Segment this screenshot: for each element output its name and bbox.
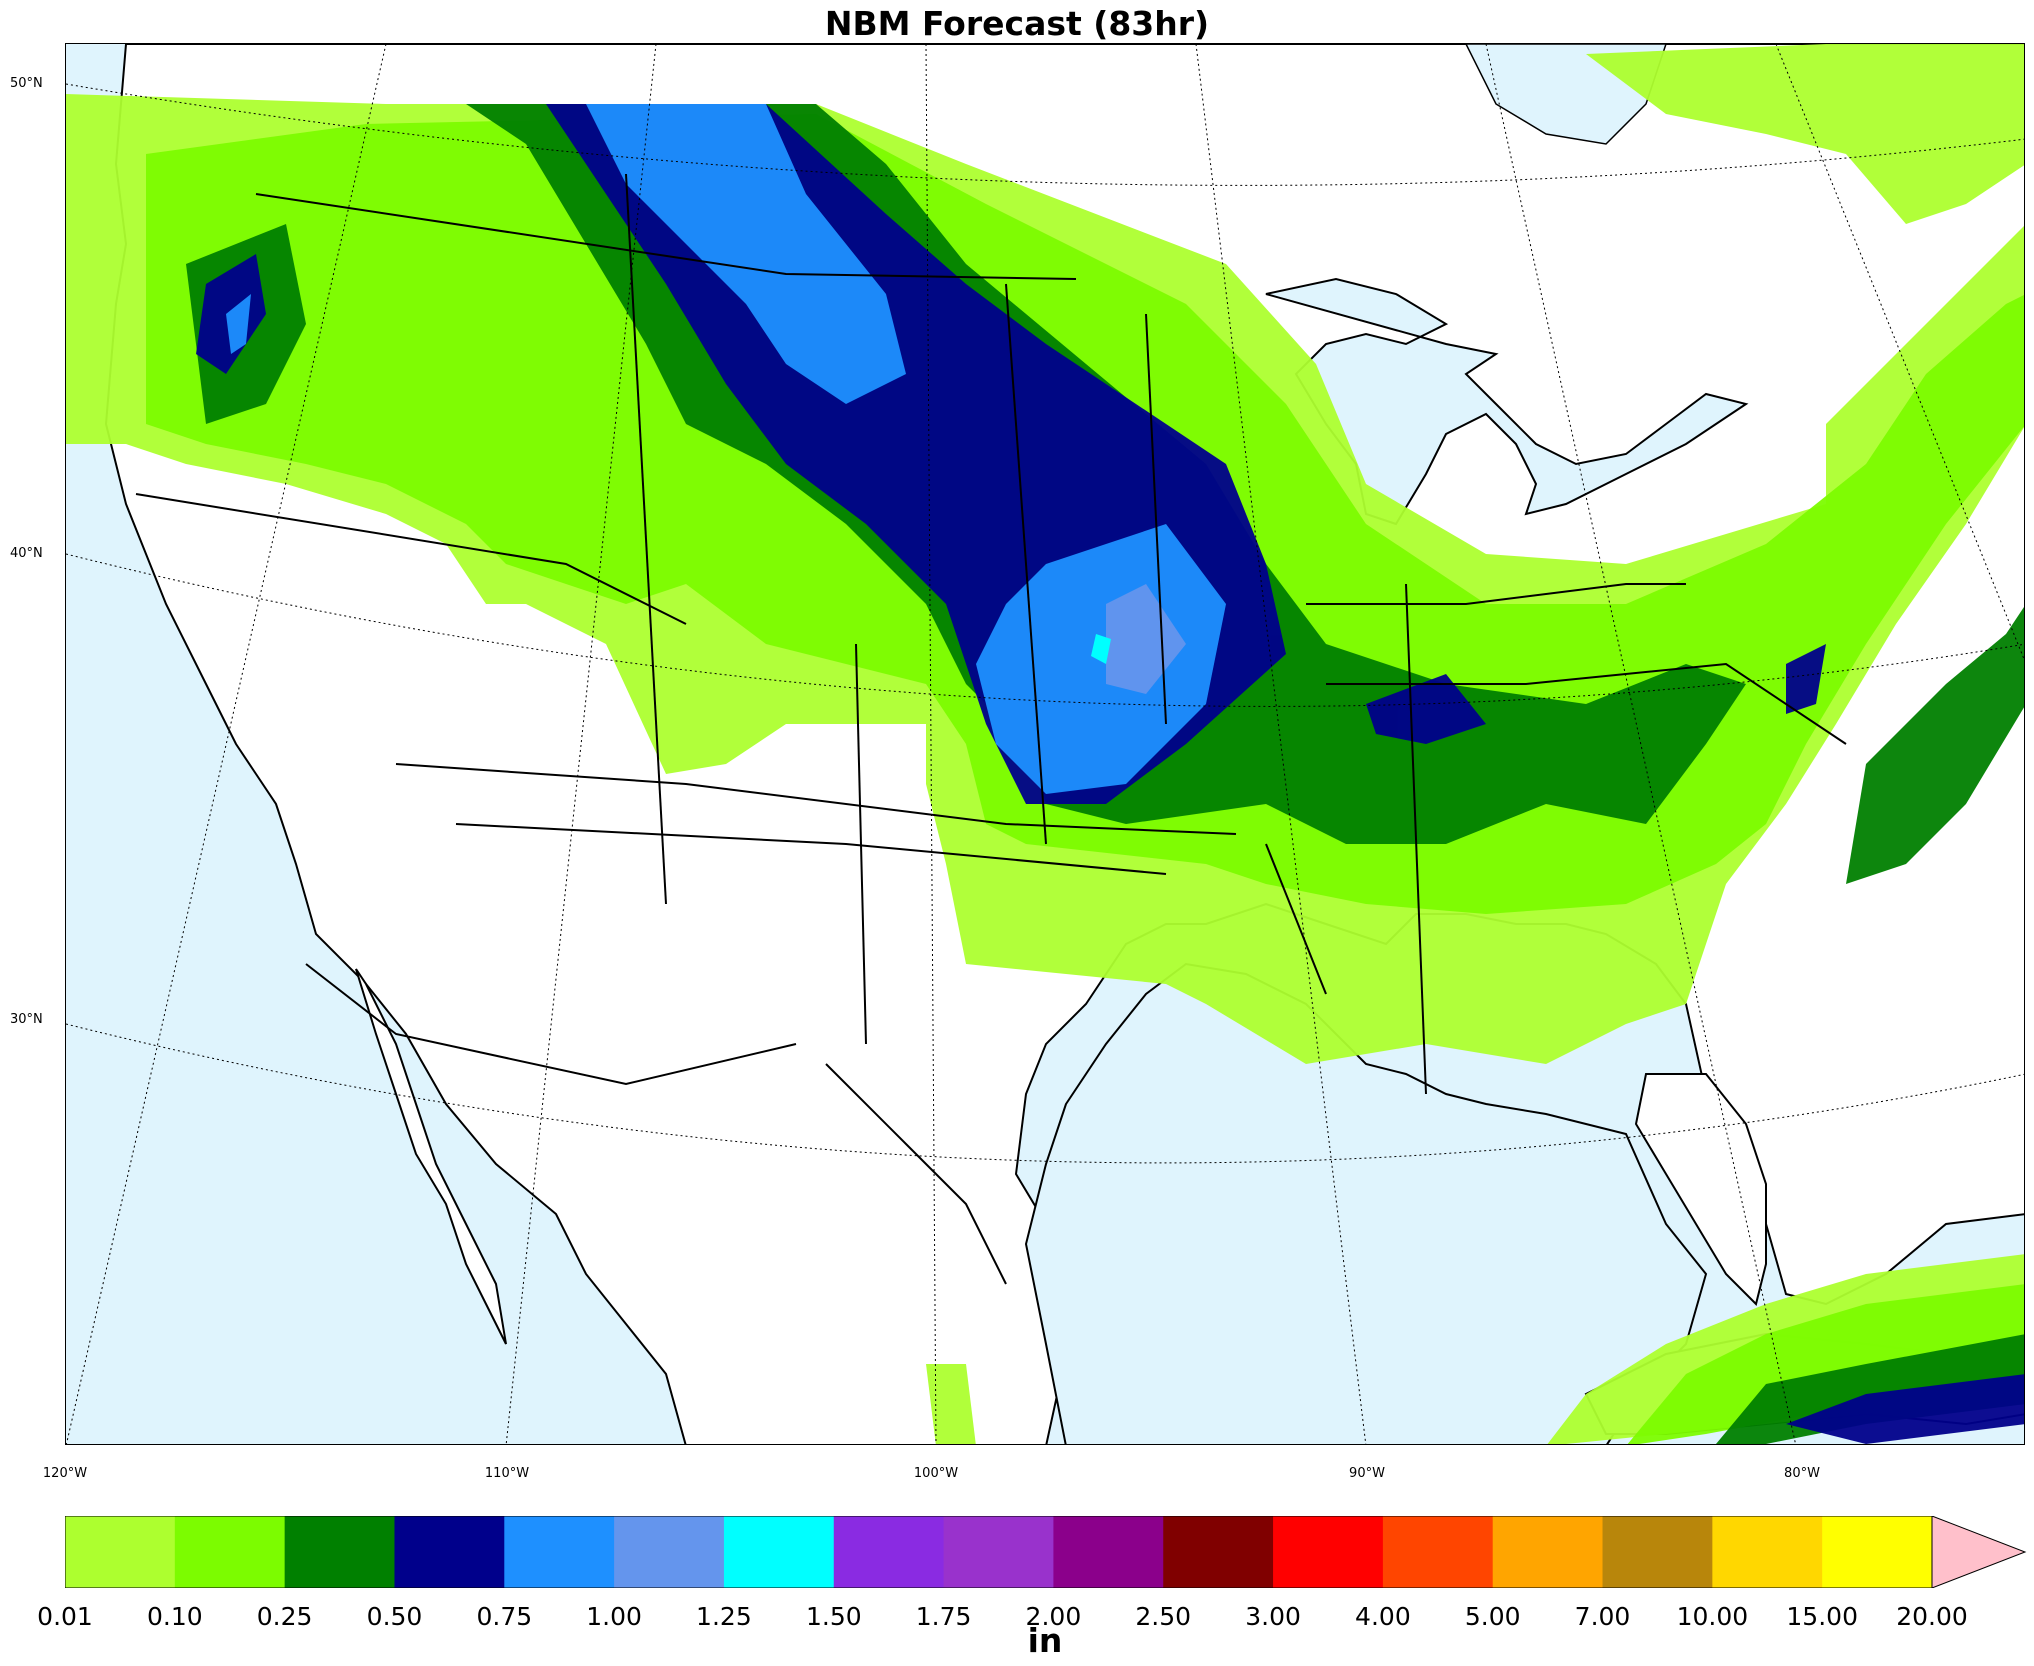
colorbar-tick-label: 0.50 (366, 1602, 423, 1631)
colorbar-tick-label: 10.00 (1676, 1602, 1749, 1631)
colorbar-tick-label: 2.00 (1025, 1602, 1082, 1631)
colorbar-swatch (1163, 1516, 1274, 1588)
colorbar-swatch (65, 1516, 176, 1588)
map-title: NBM Forecast (83hr) (824, 4, 1210, 43)
colorbar-swatch (1602, 1516, 1713, 1588)
colorbar-swatch (1053, 1516, 1164, 1588)
colorbar-swatch (723, 1516, 835, 1588)
colorbar-tick-label: 1.00 (586, 1602, 642, 1631)
colorbar-unit: in (1027, 1621, 1063, 1660)
lon-label-110: 110°W (484, 1466, 530, 1481)
lon-label-80: 80°W (1784, 1466, 1820, 1481)
colorbar-tick-label: 20.00 (1896, 1602, 1968, 1631)
lon-label-120: 120°W (42, 1466, 88, 1481)
colorbar-tick-label: 5.00 (1464, 1602, 1521, 1631)
colorbar-tick-label: 1.25 (696, 1602, 752, 1631)
colorbar-swatch (174, 1516, 286, 1588)
colorbar-swatch (943, 1516, 1054, 1588)
colorbar-tick-label: 7.00 (1574, 1602, 1631, 1631)
colorbar-swatch (394, 1516, 505, 1588)
precip-layer-1.25 (1091, 634, 1111, 664)
colorbar-tick-label: 1.50 (805, 1602, 862, 1631)
colorbar-extend-arrow (1931, 1516, 2027, 1588)
land-baja (355, 968, 507, 1345)
precipitation-map[interactable] (65, 43, 2025, 1445)
colorbar-swatch (1382, 1516, 1494, 1588)
colorbar-swatch (1822, 1516, 1933, 1588)
state-borders (135, 173, 1847, 1285)
great-lakes (1265, 277, 1749, 526)
colorbar-tick-label: 15.00 (1786, 1602, 1858, 1631)
precip-layer-1.00 (1106, 584, 1186, 694)
lon-label-90: 90°W (1349, 1466, 1385, 1481)
graticule (66, 44, 2024, 1444)
colorbar-tick-label: 1.75 (915, 1602, 972, 1631)
land-florida (1634, 1073, 1767, 1306)
colorbar-tick-label: 0.10 (146, 1602, 203, 1631)
lat-label-30: 30°N (10, 1012, 43, 1027)
colorbar-tick-label: 3.00 (1245, 1602, 1301, 1631)
lat-label-40: 40°N (10, 546, 43, 561)
colorbar-swatch (614, 1516, 725, 1588)
colorbar-tick-label: 2.50 (1135, 1602, 1192, 1631)
colorbar-swatch (284, 1516, 395, 1588)
colorbar-swatch (504, 1516, 615, 1588)
colorbar-swatch (1273, 1516, 1384, 1588)
lon-label-100: 100°W (913, 1466, 959, 1481)
colorbar-tick-label: 0.01 (37, 1602, 93, 1631)
colorbar-swatch (833, 1516, 945, 1588)
colorbar (65, 1516, 2027, 1588)
colorbar-swatch (1712, 1516, 1823, 1588)
colorbar-swatch (1492, 1516, 1604, 1588)
colorbar-tick-label: 0.75 (476, 1602, 533, 1631)
colorbar-tick-label: 4.00 (1355, 1602, 1411, 1631)
lat-label-50: 50°N (10, 76, 43, 91)
colorbar-tick-label: 0.25 (256, 1602, 313, 1631)
